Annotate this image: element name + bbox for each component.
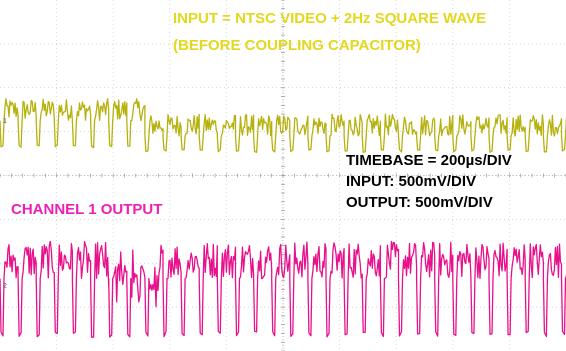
channel-1-output-label: CHANNEL 1 OUTPUT — [11, 201, 163, 218]
channel-2-marker: 2 — [3, 283, 7, 290]
input-trace — [0, 98, 566, 154]
input-title-line2: (BEFORE COUPLING CAPACITOR) — [173, 37, 421, 54]
timebase-label: TIMEBASE = 200µs/DIV — [346, 152, 512, 169]
output-trace — [0, 240, 566, 338]
output-scale-label: OUTPUT: 500mV/DIV — [346, 194, 493, 211]
input-title-line1: INPUT = NTSC VIDEO + 2Hz SQUARE WAVE — [173, 10, 487, 27]
input-scale-label: INPUT: 500mV/DIV — [346, 173, 477, 190]
channel-1-marker: 1 — [3, 118, 7, 125]
